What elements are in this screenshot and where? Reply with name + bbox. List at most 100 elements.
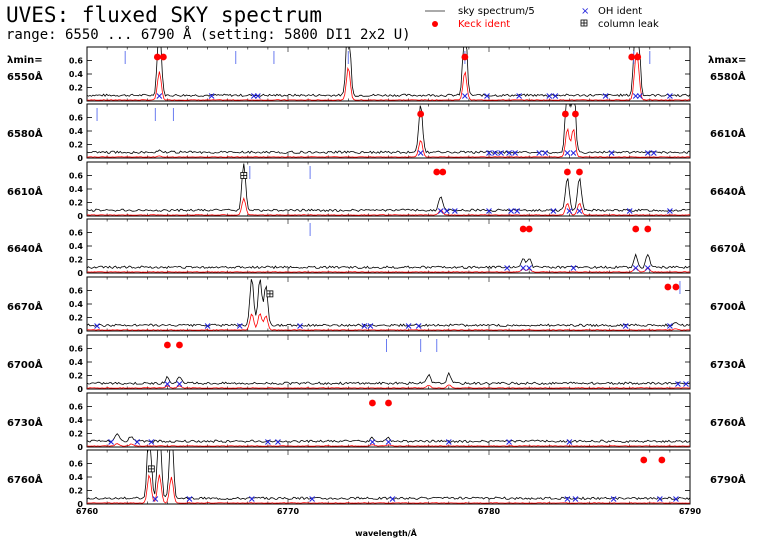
scaled-spectrum-line (87, 474, 690, 504)
oh-ident-mark (632, 265, 639, 271)
lambda-max-label: 6670Å (710, 242, 746, 255)
oh-ident-mark (610, 496, 617, 502)
oh-ident-mark (608, 150, 615, 156)
oh-ident-mark (566, 208, 573, 214)
y-tick-label: 0.4 (69, 70, 84, 79)
keck-ident-mark (634, 53, 642, 61)
oh-ident-mark (506, 150, 512, 156)
oh-ident-mark (367, 323, 374, 329)
column-leak-mark (266, 290, 274, 298)
scaled-spectrum-line (87, 196, 690, 216)
lambda-max-label: 6730Å (710, 358, 746, 371)
panels: 0 0.2 0.4 0.6 6550Å 6580Å 0 0.2 0.4 0.6 6580Å 6610Å… (7, 46, 746, 516)
y-tick-label: 0.2 (69, 256, 83, 265)
oh-ident-mark (486, 208, 492, 214)
panel-2: 0 0.2 0.4 0.6 6580Å 6610Å (7, 103, 746, 163)
y-tick-label: 0.2 (69, 372, 83, 381)
oh-ident-mark (236, 323, 243, 329)
oh-ident-mark (361, 323, 368, 329)
y-tick-label: 0 (77, 500, 83, 509)
oh-ident-mark (667, 323, 673, 329)
oh-ident-mark (520, 265, 527, 271)
legend-label-keck: Keck ident (458, 19, 510, 30)
scaled-spectrum-line (87, 313, 690, 331)
oh-ident-mark (667, 93, 673, 99)
panel-3: 0 0.2 0.4 0.6 6610Å 6640Å (7, 161, 746, 221)
y-tick-label: 0.2 (69, 487, 83, 496)
oh-ident-mark (644, 265, 651, 271)
y-tick-label: 0.2 (69, 199, 83, 208)
oh-ident-mark (152, 496, 159, 502)
oh-ident-mark (443, 208, 450, 214)
lambda-min-label: 6580Å (7, 127, 43, 140)
legend-oh-cross-icon: × (581, 6, 589, 17)
y-tick-label: 0.2 (69, 314, 83, 323)
y-tick-label: 0.2 (69, 430, 83, 439)
keck-ident-mark (519, 225, 527, 233)
legend-label-oh: OH ident (598, 6, 642, 17)
lambda-max-header: λmax= (708, 55, 746, 66)
legend: sky spectrum/5 Keck ident × OH ident col… (425, 6, 659, 30)
panel-8: 0 0.2 0.4 0.6 6760Å 6790Å 6760 6770 6780 6790 (7, 449, 746, 516)
y-tick-label: 0.6 (69, 287, 84, 296)
lambda-max-label: 6790Å (710, 473, 746, 486)
keck-ident-mark (439, 168, 447, 176)
figure-title: UVES: fluxed SKY spectrum (6, 3, 322, 27)
column-leak-mark (147, 465, 155, 473)
figure-subtitle: range: 6550 ... 6790 Å (setting: 5800 DI… (6, 26, 411, 43)
y-tick-label: 0.6 (69, 114, 84, 123)
keck-ident-mark (461, 53, 469, 61)
lambda-max-label: 6700Å (710, 300, 746, 313)
oh-ident-mark (248, 496, 255, 502)
keck-ident-mark (417, 110, 425, 118)
panel-1: 0 0.2 0.4 0.6 6550Å 6580Å (7, 46, 746, 106)
y-tick-label: 0.6 (69, 460, 84, 469)
oh-ident-mark (297, 323, 303, 329)
y-tick-label: 0.6 (69, 229, 84, 238)
oh-ident-mark (644, 150, 651, 156)
y-tick-label: 0.4 (69, 242, 84, 251)
scaled-spectrum-line (87, 384, 690, 389)
oh-ident-mark (389, 496, 396, 502)
keck-ident-mark (658, 456, 666, 464)
panel-5: 0 0.2 0.4 0.6 6670Å 6700Å (7, 276, 746, 336)
panel-frame (86, 161, 691, 217)
oh-ident-mark (536, 150, 543, 156)
lambda-min-label: 6610Å (7, 185, 43, 198)
oh-ident-mark (576, 208, 583, 214)
keck-ident-mark (153, 53, 161, 61)
y-tick-label: 0.4 (69, 300, 84, 309)
oh-ident-mark (542, 150, 549, 156)
oh-ident-mark (552, 93, 559, 99)
sky-spectrum-line (87, 163, 690, 213)
y-tick-label: 0.4 (69, 185, 84, 194)
oh-ident-mark (516, 93, 523, 99)
sky-spectrum-line (87, 104, 690, 155)
lambda-max-label: 6760Å (710, 416, 746, 429)
oh-ident-mark (492, 150, 498, 156)
scaled-spectrum-line (87, 52, 690, 101)
keck-ident-mark (385, 399, 392, 407)
panel-frame (86, 46, 691, 102)
y-tick-label: 0 (77, 269, 83, 278)
oh-ident-mark (176, 381, 183, 387)
oh-ident-mark (506, 439, 512, 445)
panel-4: 0 0.2 0.4 0.6 6640Å 6670Å (7, 218, 746, 278)
oh-ident-mark (275, 439, 281, 445)
sky-spectrum-line (87, 450, 690, 501)
oh-ident-mark (570, 265, 577, 271)
keck-ident-mark (563, 168, 571, 176)
oh-ident-mark (504, 265, 510, 271)
oh-ident-mark (636, 93, 643, 99)
lambda-min-label: 6670Å (7, 300, 43, 313)
lambda-min-label: 6760Å (7, 473, 43, 486)
keck-ident-mark (369, 399, 376, 407)
sky-spectrum-line (87, 47, 690, 98)
keck-ident-mark (176, 341, 183, 349)
x-axis-label: wavelength/Å (355, 528, 417, 538)
oh-ident-mark (369, 439, 376, 445)
lambda-max-label: 6610Å (710, 127, 746, 140)
x-tick-label: 6780 (478, 507, 501, 516)
y-tick-label: 0 (77, 385, 83, 394)
panel-frame (86, 449, 691, 505)
